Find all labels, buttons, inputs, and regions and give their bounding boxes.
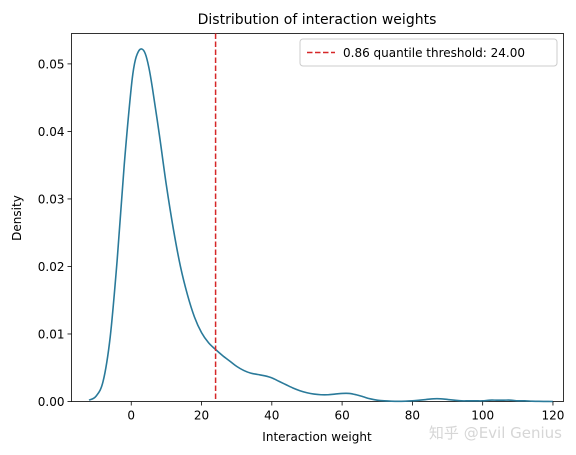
chart-title: Distribution of interaction weights <box>198 12 437 28</box>
y-tick-label: 0.01 <box>38 327 65 341</box>
x-tick-label: 20 <box>194 409 209 423</box>
x-axis-ticks: 0 20 40 60 80 100 120 <box>127 401 565 423</box>
plot-frame <box>71 33 564 402</box>
plot-marks <box>88 33 553 403</box>
y-tick-label: 0.00 <box>38 395 65 409</box>
x-tick-label: 80 <box>405 409 420 423</box>
y-tick-label: 0.05 <box>38 57 65 71</box>
y-axis-label: Density <box>10 195 24 241</box>
x-tick-label: 60 <box>334 409 349 423</box>
x-tick-label: 40 <box>264 409 279 423</box>
y-tick-label: 0.04 <box>38 125 65 139</box>
plot-area <box>71 33 564 403</box>
legend-box <box>299 38 558 67</box>
legend: 0.86 quantile threshold: 24.00 <box>299 38 558 67</box>
x-tick-label: 0 <box>127 409 135 423</box>
y-tick-label: 0.03 <box>38 192 65 206</box>
legend-threshold-label: 0.86 quantile threshold: 24.00 <box>343 46 525 60</box>
y-axis-ticks: 0.00 0.01 0.02 0.03 0.04 0.05 <box>38 57 72 409</box>
watermark: 知乎 @Evil Genius <box>429 424 562 442</box>
x-tick-label: 120 <box>542 409 565 423</box>
x-tick-label: 100 <box>471 409 494 423</box>
density-curve <box>88 48 553 403</box>
y-tick-label: 0.02 <box>38 260 65 274</box>
x-axis-label: Interaction weight <box>262 430 372 444</box>
